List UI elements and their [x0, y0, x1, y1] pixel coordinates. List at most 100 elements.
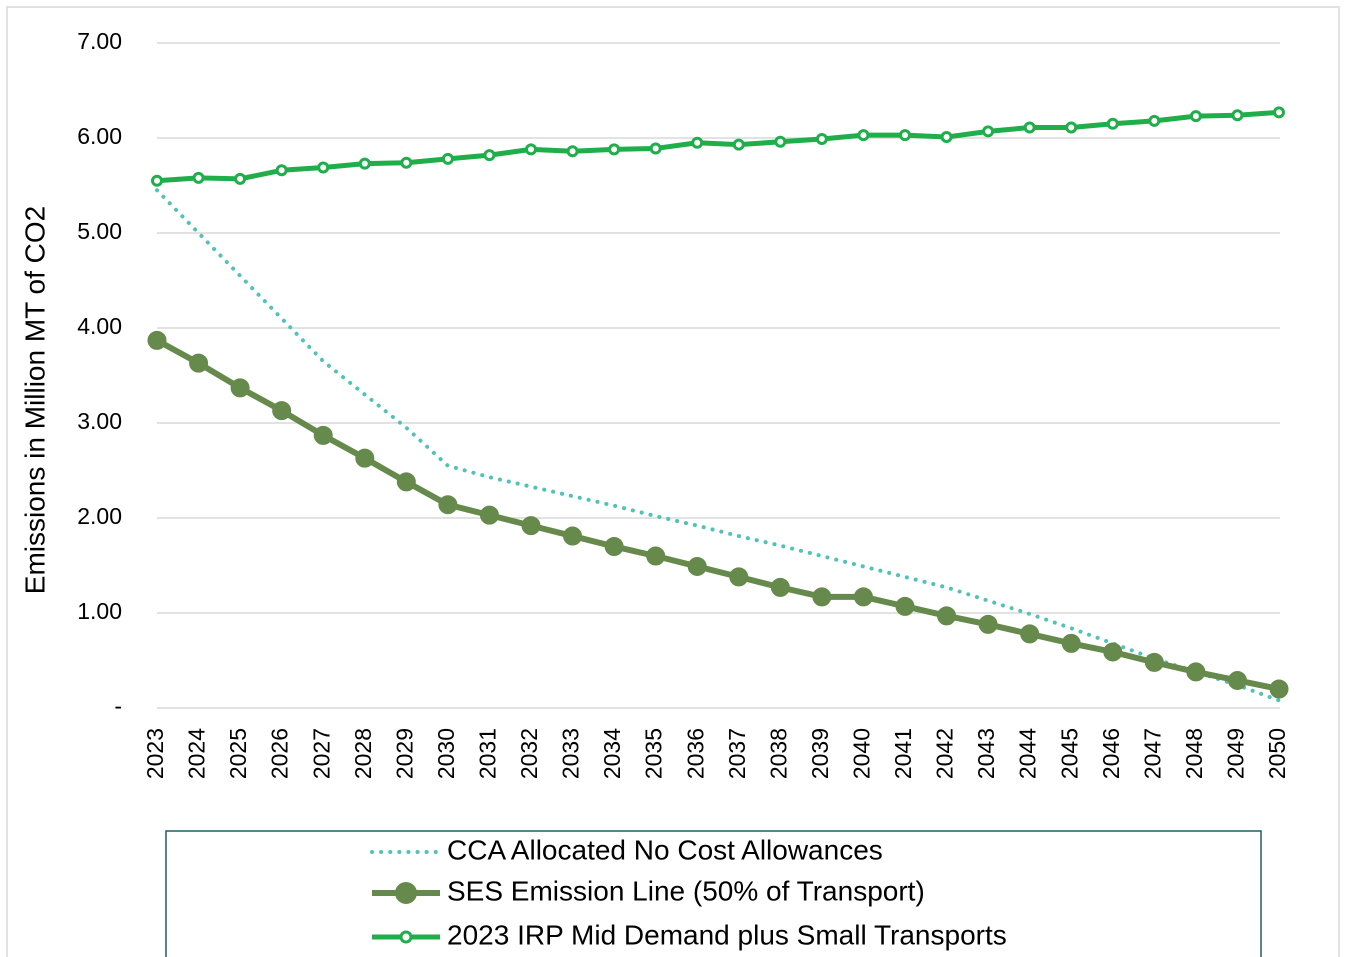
data-point	[483, 149, 496, 162]
data-point	[151, 174, 163, 187]
data-point	[563, 526, 583, 546]
y-tick-label: 3.00	[77, 408, 122, 434]
legend-label: 2023 IRP Mid Demand plus Small Transport…	[447, 919, 1007, 950]
x-tick-label: 2042	[932, 728, 958, 779]
x-tick-label: 2035	[641, 728, 667, 779]
x-tick-label: 2024	[184, 728, 210, 779]
data-point	[272, 401, 292, 421]
data-point	[192, 171, 205, 184]
data-point	[1020, 624, 1040, 644]
data-point	[937, 606, 957, 626]
x-tick-label: 2050	[1264, 728, 1290, 779]
data-point	[400, 156, 413, 169]
x-tick-label: 2030	[433, 728, 459, 779]
data-point	[1186, 662, 1206, 682]
data-point	[608, 143, 621, 156]
data-point	[895, 596, 915, 616]
data-point	[441, 152, 454, 165]
x-tick-label: 2033	[558, 728, 584, 779]
data-point	[234, 172, 247, 185]
legend-box	[165, 830, 1262, 957]
x-tick-label: 2026	[267, 728, 293, 779]
legend-label: SES Emission Line (50% of Transport)	[447, 875, 925, 906]
x-tick-label: 2046	[1098, 728, 1124, 779]
data-point	[1269, 679, 1289, 699]
y-axis-title: Emissions in Million MT of CO2	[19, 206, 50, 594]
data-point	[770, 577, 790, 597]
series-line	[155, 188, 1281, 703]
y-tick-label: 1.00	[77, 598, 122, 624]
x-tick-label: 2029	[391, 728, 417, 779]
data-point	[1273, 106, 1285, 119]
x-tick-label: 2040	[849, 728, 875, 779]
data-point	[812, 587, 832, 607]
data-point	[1148, 114, 1161, 127]
data-point	[396, 472, 416, 492]
y-tick-label: 2.00	[77, 503, 122, 529]
x-tick-label: 2031	[475, 728, 501, 779]
data-point	[521, 516, 541, 536]
x-tick-label: 2028	[350, 728, 376, 779]
y-tick-label: 5.00	[77, 218, 122, 244]
data-point	[687, 556, 707, 576]
legend-label: CCA Allocated No Cost Allowances	[447, 834, 883, 865]
x-tick-label: 2038	[765, 728, 791, 779]
x-tick-label: 2034	[599, 728, 625, 779]
data-point	[691, 136, 704, 149]
legend-marker	[395, 882, 417, 904]
data-point	[940, 131, 953, 144]
data-point	[604, 537, 624, 556]
data-point	[1103, 642, 1123, 662]
series-line	[156, 109, 1280, 184]
x-tick-label: 2044	[1015, 728, 1041, 779]
chart-frame	[6, 6, 1340, 957]
x-tick-label: 2048	[1181, 728, 1207, 779]
data-point	[1227, 670, 1247, 690]
y-tick-label: 7.00	[77, 28, 122, 54]
x-tick-label: 2043	[973, 728, 999, 779]
data-point	[1061, 633, 1081, 653]
data-point	[857, 129, 870, 142]
x-tick-label: 2027	[308, 728, 334, 779]
legend-marker	[399, 930, 413, 944]
series-line	[155, 337, 1280, 692]
data-point	[566, 145, 579, 158]
data-point	[1189, 110, 1202, 123]
data-point	[982, 125, 995, 138]
data-point	[147, 330, 167, 350]
x-tick-label: 2025	[225, 728, 251, 779]
y-tick-label: 6.00	[77, 123, 122, 149]
data-point	[1065, 121, 1078, 134]
data-point	[732, 138, 745, 151]
x-tick-label: 2023	[142, 728, 168, 779]
data-point	[899, 129, 911, 142]
data-point	[729, 567, 749, 587]
x-tick-label: 2047	[1139, 728, 1165, 779]
data-point	[1106, 117, 1119, 130]
data-point	[1144, 652, 1164, 672]
data-point	[355, 448, 375, 468]
x-tick-label: 2045	[1056, 728, 1082, 779]
x-tick-label: 2036	[682, 728, 708, 779]
data-point	[313, 425, 333, 445]
data-point	[646, 546, 666, 566]
x-tick-label: 2032	[516, 728, 542, 779]
data-point	[525, 143, 537, 156]
data-point	[230, 378, 250, 398]
x-tick-label: 2037	[724, 728, 750, 779]
data-point	[317, 161, 330, 174]
data-point	[774, 135, 787, 148]
data-point	[649, 142, 662, 155]
x-tick-label: 2039	[807, 728, 833, 779]
data-point	[978, 614, 998, 634]
y-tick-label: -	[114, 693, 122, 719]
data-point	[815, 132, 828, 145]
y-tick-label: 4.00	[77, 313, 122, 339]
data-point	[479, 505, 499, 525]
data-point	[853, 587, 873, 607]
x-tick-label: 2041	[890, 728, 916, 779]
x-tick-label: 2049	[1223, 728, 1249, 779]
data-point	[1023, 121, 1036, 134]
